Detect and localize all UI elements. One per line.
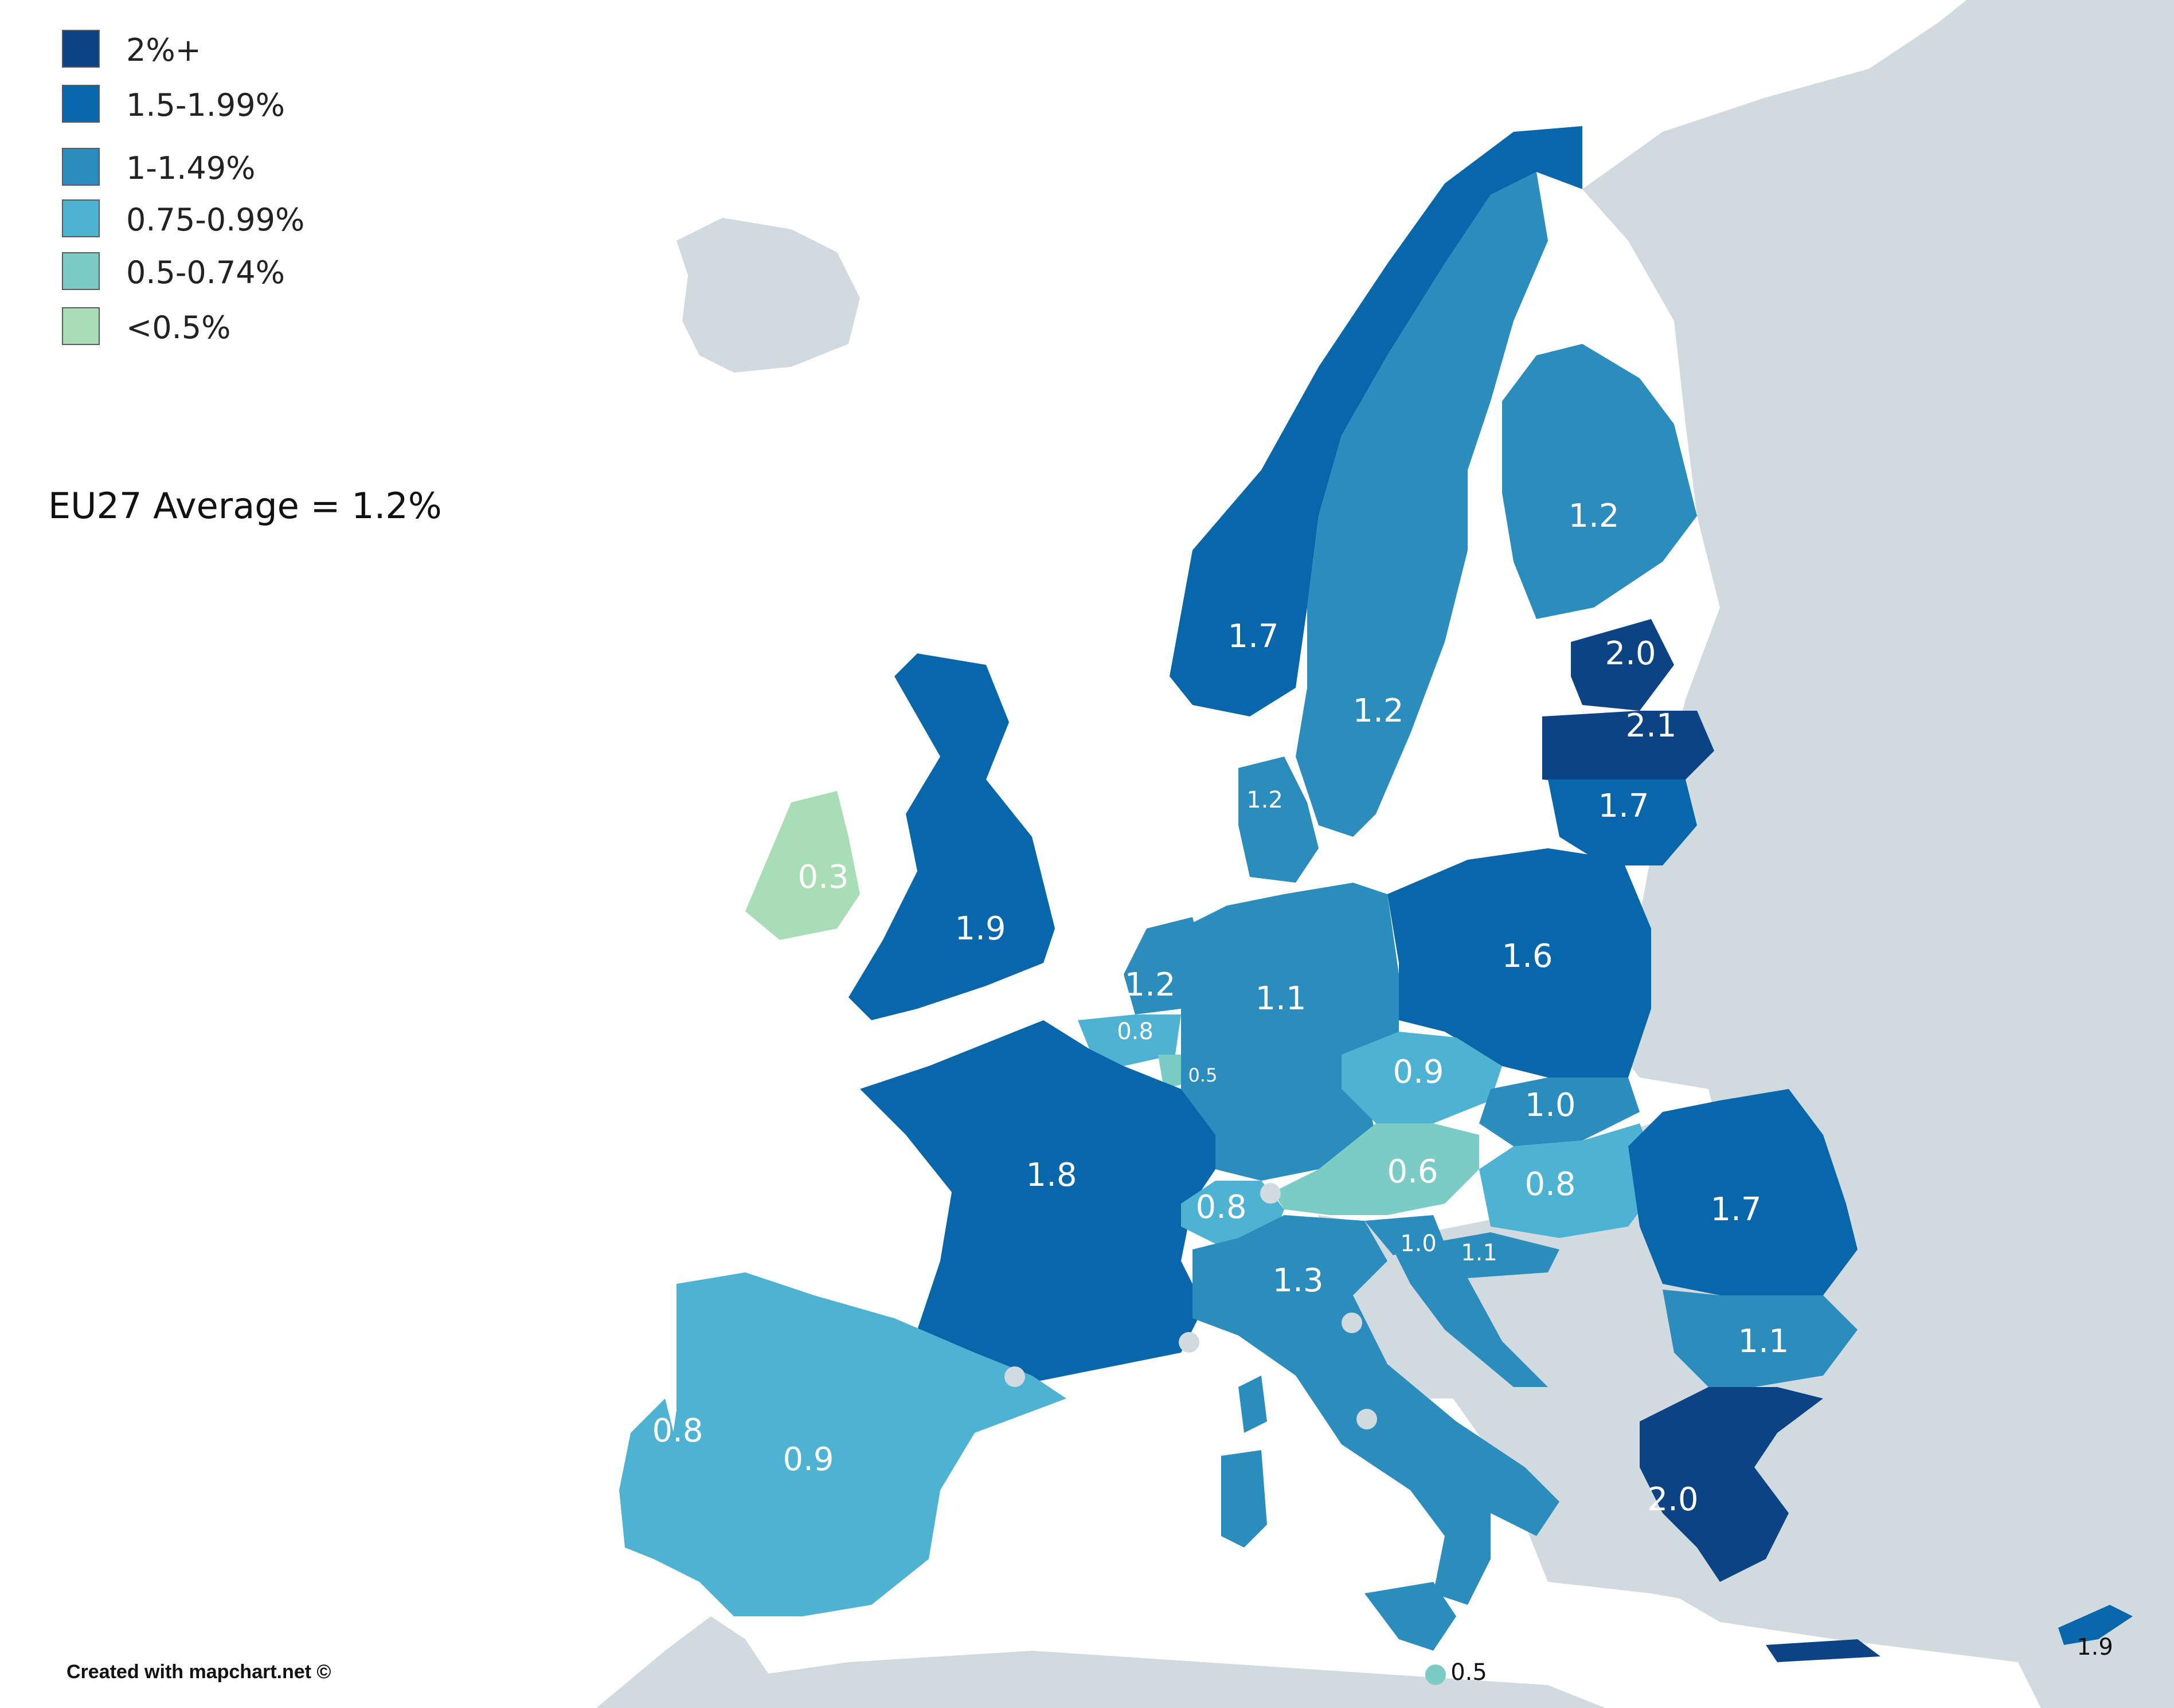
value-label-luxembourg: 0.5 xyxy=(1188,1064,1218,1086)
value-label-latvia: 2.1 xyxy=(1625,707,1676,745)
sweden xyxy=(1296,172,1548,837)
value-label-malta: 0.5 xyxy=(1450,1659,1487,1686)
legend-item: 0.75-0.99% xyxy=(62,199,406,240)
sicily xyxy=(1364,1582,1456,1651)
value-label-germany: 1.1 xyxy=(1255,980,1306,1017)
italy xyxy=(1192,1215,1559,1605)
value-label-spain: 0.9 xyxy=(783,1441,834,1478)
estonia xyxy=(1571,619,1674,711)
value-label-switzerland: 0.8 xyxy=(1195,1189,1246,1226)
romania xyxy=(1628,1089,1858,1295)
value-label-hungary: 0.8 xyxy=(1524,1166,1575,1203)
malta-dot xyxy=(1425,1664,1446,1685)
legend-swatch xyxy=(62,30,100,68)
legend-label: <0.5% xyxy=(126,310,231,346)
denmark xyxy=(1238,757,1319,883)
value-label-france: 1.8 xyxy=(1026,1157,1077,1194)
value-label-ireland: 0.3 xyxy=(797,859,849,896)
value-label-cyprus: 1.9 xyxy=(2077,1634,2113,1660)
value-label-finland: 1.2 xyxy=(1568,497,1619,535)
value-label-slovakia: 1.0 xyxy=(1524,1087,1575,1124)
value-label-poland: 1.6 xyxy=(1502,938,1553,975)
legend-item: 1-1.49% xyxy=(62,148,406,188)
value-label-romania: 1.7 xyxy=(1710,1191,1761,1228)
poland xyxy=(1387,848,1651,1078)
legend-item: 1.5-1.99% xyxy=(62,85,406,125)
legend-label: 0.5-0.74% xyxy=(126,254,285,291)
andorra-dot xyxy=(1004,1366,1025,1387)
legend-label: 0.75-0.99% xyxy=(126,202,305,238)
croatia xyxy=(1393,1232,1559,1387)
value-label-slovenia: 1.0 xyxy=(1400,1231,1437,1257)
norway xyxy=(1170,126,1582,716)
czechia xyxy=(1342,1032,1502,1123)
slovakia xyxy=(1479,1078,1640,1146)
san-marino-dot xyxy=(1342,1313,1362,1333)
value-label-netherlands: 1.2 xyxy=(1124,966,1175,1004)
vatican-dot xyxy=(1356,1409,1377,1429)
sardinia xyxy=(1221,1450,1267,1548)
crete xyxy=(1766,1639,1880,1662)
legend-item: 2%+ xyxy=(62,30,406,70)
value-label-sweden: 1.2 xyxy=(1352,692,1403,730)
latvia xyxy=(1542,711,1714,785)
spain xyxy=(654,1272,1066,1616)
value-label-czechia: 0.9 xyxy=(1393,1053,1444,1091)
hungary xyxy=(1479,1123,1663,1238)
belgium xyxy=(1078,1014,1181,1066)
value-label-belgium: 0.8 xyxy=(1117,1018,1154,1045)
value-label-lithuania: 1.7 xyxy=(1598,788,1649,825)
corsica xyxy=(1238,1376,1267,1433)
monaco-dot xyxy=(1179,1332,1199,1353)
germany xyxy=(1181,883,1399,1181)
eu27-average-label: EU27 Average = 1.2% xyxy=(48,485,442,527)
liechtenstein-dot xyxy=(1260,1183,1281,1204)
value-label-united-kingdom: 1.9 xyxy=(955,910,1006,947)
bulgaria xyxy=(1663,1290,1858,1387)
value-labels: 1.7 1.2 1.2 2.0 2.1 1.7 1.2 0.3 1.9 1.2 … xyxy=(652,497,2113,1686)
value-label-greece: 2.0 xyxy=(1647,1481,1698,1518)
marker-dots xyxy=(1004,1183,1377,1429)
legend-swatch xyxy=(62,307,100,345)
austria xyxy=(1273,1123,1479,1215)
legend-label: 2%+ xyxy=(126,32,201,68)
value-label-bulgaria: 1.1 xyxy=(1738,1323,1789,1360)
luxembourg xyxy=(1158,1055,1187,1089)
lithuania xyxy=(1548,779,1697,865)
value-label-croatia: 1.1 xyxy=(1461,1240,1497,1266)
france xyxy=(860,1020,1215,1387)
legend-item: 0.5-0.74% xyxy=(62,252,406,292)
value-label-norway: 1.7 xyxy=(1227,618,1278,655)
legend-label: 1.5-1.99% xyxy=(126,87,285,123)
value-label-denmark: 1.2 xyxy=(1246,787,1283,813)
legend-label: 1-1.49% xyxy=(126,150,256,186)
portugal xyxy=(619,1398,677,1559)
country-shapes xyxy=(619,126,2133,1662)
legend-swatch xyxy=(62,252,100,290)
legend-swatch xyxy=(62,199,100,237)
ireland xyxy=(745,791,860,940)
legend-item: <0.5% xyxy=(62,307,406,347)
value-label-portugal: 0.8 xyxy=(652,1412,703,1450)
united-kingdom xyxy=(849,653,1055,1020)
non-eu-land xyxy=(596,0,2174,1708)
mapchart-credit: Created with mapchart.net © xyxy=(67,1661,331,1683)
legend-swatch xyxy=(62,148,100,186)
cyprus xyxy=(2058,1605,2133,1645)
value-label-italy: 1.3 xyxy=(1272,1262,1323,1299)
greece xyxy=(1640,1387,1823,1582)
value-label-estonia: 2.0 xyxy=(1605,635,1656,672)
value-label-austria: 0.6 xyxy=(1387,1153,1438,1190)
legend-swatch xyxy=(62,85,100,123)
finland xyxy=(1502,344,1697,619)
